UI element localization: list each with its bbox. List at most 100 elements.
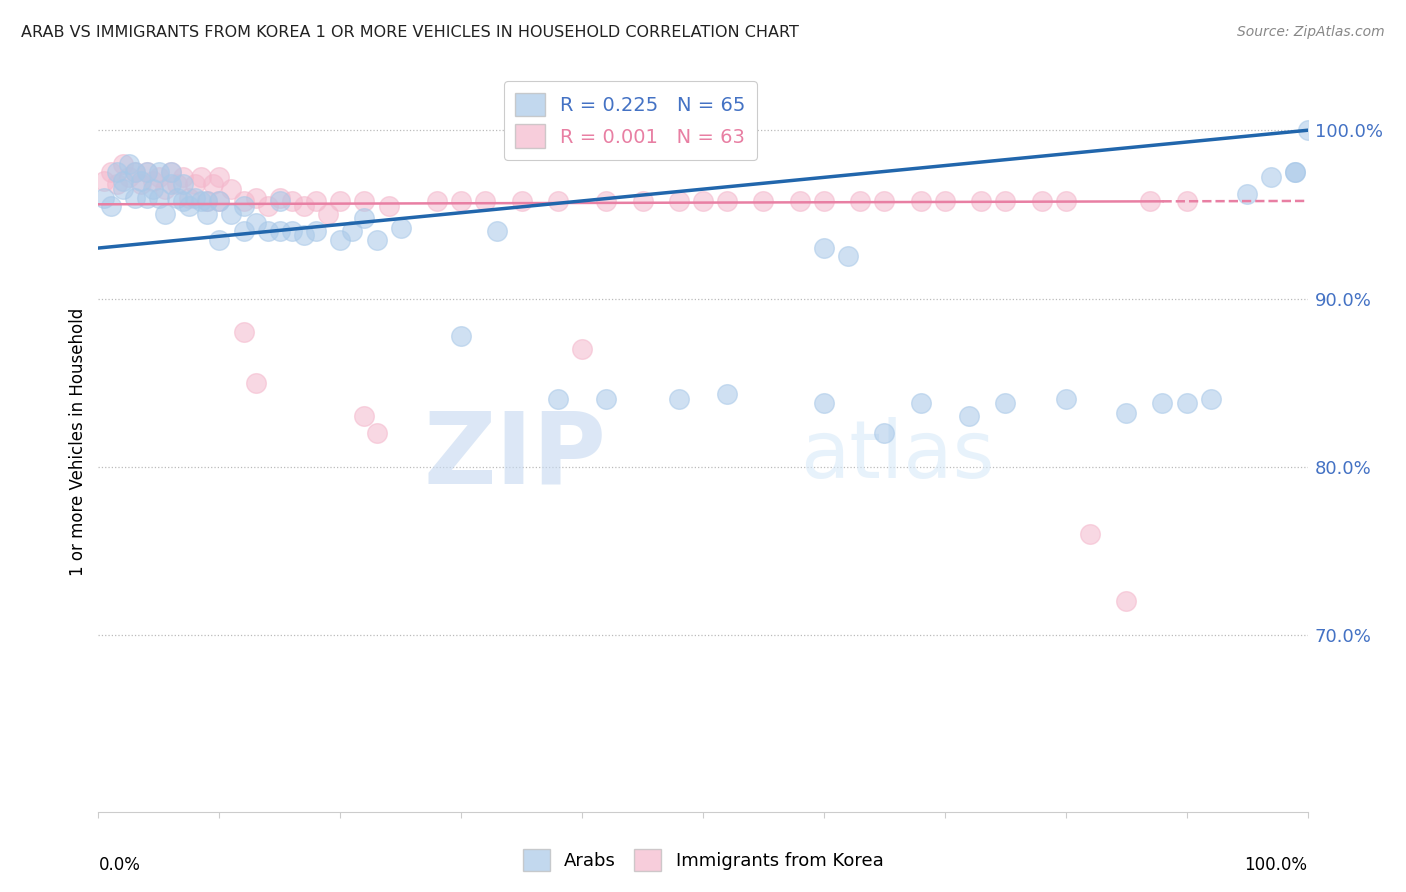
Point	[329, 194, 352, 208]
Point	[269, 224, 291, 238]
Point	[1284, 165, 1306, 179]
Point	[389, 220, 412, 235]
Point	[148, 170, 170, 185]
Point	[305, 224, 328, 238]
Point	[184, 190, 207, 204]
Point	[190, 194, 212, 208]
Point	[202, 177, 225, 191]
Point	[208, 194, 231, 208]
Text: ZIP: ZIP	[423, 408, 606, 505]
Point	[160, 165, 183, 179]
Point	[256, 199, 278, 213]
Point	[813, 194, 835, 208]
Point	[269, 194, 291, 208]
Point	[245, 216, 267, 230]
Point	[668, 194, 690, 208]
Point	[111, 157, 134, 171]
Point	[631, 194, 654, 208]
Legend: R = 0.225   N = 65, R = 0.001   N = 63: R = 0.225 N = 65, R = 0.001 N = 63	[503, 81, 758, 160]
Point	[595, 392, 617, 407]
Point	[366, 233, 388, 247]
Point	[813, 241, 835, 255]
Point	[450, 194, 472, 208]
Point	[195, 194, 218, 208]
Point	[124, 190, 146, 204]
Point	[316, 207, 339, 221]
Point	[342, 224, 364, 238]
Text: atlas: atlas	[800, 417, 994, 495]
Point	[245, 376, 267, 390]
Point	[111, 174, 134, 188]
Point	[668, 392, 690, 407]
Point	[129, 177, 152, 191]
Point	[232, 325, 254, 339]
Point	[329, 233, 352, 247]
Point	[547, 194, 569, 208]
Point	[1175, 396, 1198, 410]
Point	[970, 194, 993, 208]
Point	[124, 165, 146, 179]
Point	[118, 170, 141, 185]
Point	[281, 224, 304, 238]
Point	[160, 165, 183, 179]
Point	[172, 170, 194, 185]
Point	[1236, 187, 1258, 202]
Point	[148, 165, 170, 179]
Point	[292, 227, 315, 242]
Text: 100.0%: 100.0%	[1244, 856, 1308, 874]
Point	[148, 190, 170, 204]
Point	[160, 177, 183, 191]
Y-axis label: 1 or more Vehicles in Household: 1 or more Vehicles in Household	[69, 308, 87, 575]
Point	[716, 387, 738, 401]
Point	[269, 190, 291, 204]
Point	[450, 328, 472, 343]
Point	[195, 194, 218, 208]
Point	[142, 174, 165, 188]
Point	[135, 165, 157, 179]
Point	[994, 194, 1017, 208]
Point	[692, 194, 714, 208]
Point	[1296, 123, 1319, 137]
Point	[135, 190, 157, 204]
Point	[232, 224, 254, 238]
Point	[1152, 396, 1174, 410]
Point	[1054, 392, 1077, 407]
Point	[1115, 594, 1137, 608]
Point	[281, 194, 304, 208]
Point	[208, 194, 231, 208]
Point	[166, 177, 188, 191]
Point	[124, 165, 146, 179]
Point	[153, 207, 176, 221]
Legend: Arabs, Immigrants from Korea: Arabs, Immigrants from Korea	[516, 842, 890, 879]
Point	[190, 170, 212, 185]
Point	[426, 194, 449, 208]
Point	[1260, 170, 1282, 185]
Point	[486, 224, 509, 238]
Point	[142, 182, 165, 196]
Point	[1031, 194, 1053, 208]
Point	[789, 194, 811, 208]
Point	[1054, 194, 1077, 208]
Point	[994, 396, 1017, 410]
Point	[179, 190, 201, 204]
Point	[221, 182, 243, 196]
Point	[135, 165, 157, 179]
Point	[353, 194, 375, 208]
Point	[129, 174, 152, 188]
Point	[510, 194, 533, 208]
Point	[1284, 165, 1306, 179]
Point	[184, 177, 207, 191]
Point	[100, 165, 122, 179]
Point	[221, 207, 243, 221]
Point	[910, 396, 932, 410]
Point	[208, 170, 231, 185]
Point	[716, 194, 738, 208]
Point	[377, 199, 399, 213]
Point	[752, 194, 775, 208]
Point	[245, 190, 267, 204]
Point	[111, 182, 134, 196]
Point	[837, 249, 859, 264]
Point	[256, 224, 278, 238]
Point	[118, 157, 141, 171]
Point	[292, 199, 315, 213]
